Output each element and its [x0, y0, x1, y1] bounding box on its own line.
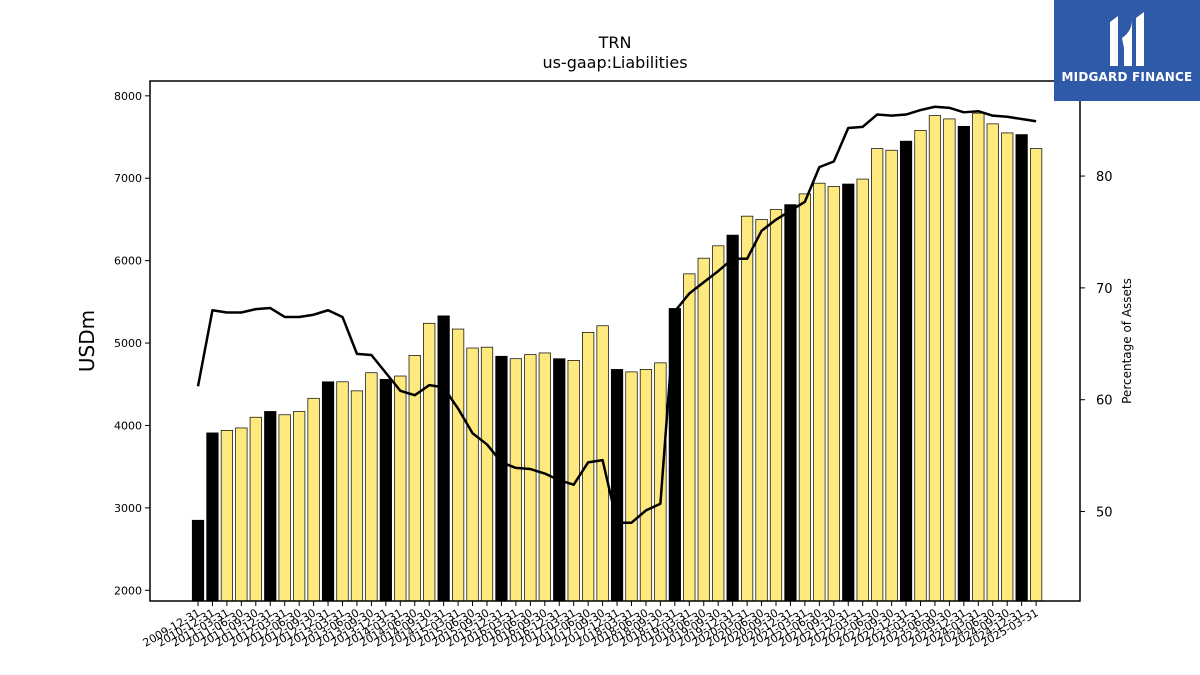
percentage-line [196, 105, 1037, 524]
bar-2021-09-30 [827, 186, 840, 602]
bar-2020-03-31 [740, 215, 754, 602]
bar-2025-03-31 [1029, 148, 1043, 602]
bar-2024-09-30 [1001, 132, 1014, 602]
bar-2012-12-31 [321, 381, 335, 602]
bar-2021-12-31 [842, 183, 855, 602]
bar-2017-12-31 [610, 369, 624, 602]
y2-tick-label: 60 [1096, 394, 1113, 409]
bar-2011-12-31 [264, 411, 277, 602]
chart-subtitle: us-gaap:Liabilities [542, 53, 687, 72]
bar-2015-09-30 [480, 346, 494, 602]
y-tick-label: 8000 [114, 90, 142, 103]
bar-2022-03-31 [856, 178, 869, 602]
bar-2020-06-30 [755, 219, 768, 602]
bar-2016-03-31 [509, 358, 522, 602]
y-tick-label: 2000 [114, 584, 142, 597]
bars [191, 112, 1043, 602]
bar-2023-09-30 [943, 118, 956, 602]
bar-2022-09-30 [885, 149, 898, 602]
bar-2024-03-31 [972, 112, 985, 602]
y-axis: 2000 3000 4000 5000 6000 7000 8000 [114, 90, 150, 597]
plot-frame [149, 80, 1081, 602]
bar-2022-12-31 [899, 140, 913, 602]
bar-2016-09-30 [538, 352, 551, 602]
bar-2012-06-30 [293, 411, 306, 602]
bar-2014-09-30 [423, 322, 436, 602]
brand-name: MIDGARD FINANCE [1061, 70, 1193, 84]
bar-2011-06-30 [235, 427, 248, 602]
y2-axis: 50 60 70 80 [1080, 170, 1113, 521]
bar-2013-12-31 [379, 378, 392, 602]
bar-2018-03-31 [625, 371, 638, 602]
bar-2009-12-31 [191, 519, 205, 602]
bar-2024-12-31 [1015, 134, 1028, 602]
bar-2023-12-31 [957, 125, 970, 602]
y2-tick-label: 80 [1096, 170, 1113, 185]
bar-2019-12-31 [726, 234, 739, 602]
bar-2019-09-30 [712, 245, 725, 602]
bar-2021-03-31 [798, 193, 812, 602]
bar-2014-12-31 [437, 315, 450, 602]
y-axis-label: USDm [75, 310, 99, 372]
bar-2019-03-31 [683, 273, 696, 602]
y2-axis-label: Percentage of Assets [1120, 278, 1134, 404]
y2-tick-label: 50 [1096, 506, 1113, 521]
x-axis: 2009-12-312010-12-312011-03-312011-06-30… [141, 601, 1041, 650]
bar-2020-12-31 [784, 204, 797, 602]
y-tick-label: 3000 [114, 502, 142, 515]
brand-logo: MIDGARD FINANCE [1054, 0, 1200, 101]
bar-2012-03-31 [278, 414, 291, 602]
bar-2012-09-30 [307, 397, 320, 602]
bar-2018-06-30 [639, 369, 653, 602]
bar-2011-09-30 [249, 416, 262, 602]
y-tick-label: 4000 [114, 419, 142, 432]
y2-tick-label: 70 [1096, 282, 1113, 297]
bar-2013-09-30 [365, 372, 378, 602]
bar-2020-09-30 [769, 209, 783, 602]
bar-2013-06-30 [350, 390, 364, 602]
chart-title: TRN [598, 33, 632, 52]
bar-2023-06-30 [928, 115, 942, 602]
bar-2019-06-30 [697, 257, 710, 602]
bar-2023-03-31 [914, 130, 927, 602]
bar-2011-03-31 [220, 430, 233, 602]
bar-2024-06-30 [986, 123, 999, 602]
bar-2013-03-31 [336, 381, 349, 602]
bar-2010-12-31 [206, 432, 219, 602]
bar-2015-06-30 [466, 347, 479, 602]
bar-2022-06-30 [871, 148, 884, 602]
bar-2018-09-30 [654, 362, 667, 602]
bar-2016-06-30 [524, 354, 537, 602]
bar-2014-03-31 [394, 375, 407, 602]
midgard-logo-icon [1110, 12, 1144, 66]
y-tick-label: 5000 [114, 337, 142, 350]
bar-2015-12-31 [495, 355, 508, 602]
bar-2021-06-30 [813, 182, 826, 602]
y-tick-label: 7000 [114, 172, 142, 185]
bar-2015-03-31 [452, 328, 465, 602]
y-tick-label: 6000 [114, 255, 142, 268]
